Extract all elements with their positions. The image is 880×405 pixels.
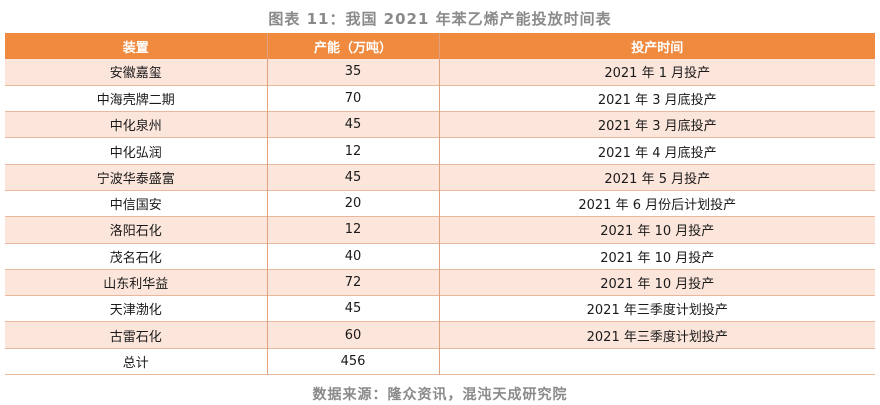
cell-device: 中化泉州 xyxy=(5,111,268,138)
table-row: 安徽嘉玺 35 2021 年 1 月投产 xyxy=(5,59,875,86)
table-row: 天津渤化 45 2021 年三季度计划投产 xyxy=(5,295,875,322)
header-row: 装置 产能（万吨） 投产时间 xyxy=(5,33,875,59)
table-row: 中信国安 20 2021 年 6 月份后计划投产 xyxy=(5,190,875,217)
cell-time: 2021 年 6 月份后计划投产 xyxy=(439,190,875,217)
cell-device: 中化弘润 xyxy=(5,137,268,165)
cell-time: 2021 年 10 月投产 xyxy=(439,216,875,244)
cell-device: 中海壳牌二期 xyxy=(5,85,268,112)
table-title: 图表 11：我国 2021 年苯乙烯产能投放时间表 xyxy=(268,10,612,28)
cell-device: 山东利华益 xyxy=(5,269,268,296)
table-row: 中化泉州 45 2021 年 3 月底投产 xyxy=(5,111,875,138)
cell-capacity: 45 xyxy=(267,164,440,191)
total-capacity: 456 xyxy=(267,348,440,375)
cell-capacity: 20 xyxy=(267,190,440,217)
cell-device: 宁波华泰盛富 xyxy=(5,164,268,191)
table-row: 古雷石化 60 2021 年三季度计划投产 xyxy=(5,321,875,349)
total-row: 总计 456 xyxy=(5,348,875,375)
cell-device: 洛阳石化 xyxy=(5,216,268,244)
cell-device: 天津渤化 xyxy=(5,295,268,322)
cell-capacity: 12 xyxy=(267,216,440,244)
cell-capacity: 12 xyxy=(267,137,440,165)
cell-capacity: 35 xyxy=(267,59,440,86)
cell-time: 2021 年 5 月投产 xyxy=(439,164,875,191)
table-row: 茂名石化 40 2021 年 10 月投产 xyxy=(5,243,875,270)
cell-device: 安徽嘉玺 xyxy=(5,59,268,86)
cell-time: 2021 年 10 月投产 xyxy=(439,243,875,270)
table-row: 山东利华益 72 2021 年 10 月投产 xyxy=(5,269,875,296)
header-capacity: 产能（万吨） xyxy=(267,33,440,59)
cell-capacity: 45 xyxy=(267,111,440,138)
cell-device: 中信国安 xyxy=(5,190,268,217)
cell-device: 茂名石化 xyxy=(5,243,268,270)
cell-time: 2021 年 3 月底投产 xyxy=(439,85,875,112)
total-label: 总计 xyxy=(5,348,268,375)
cell-capacity: 45 xyxy=(267,295,440,322)
cell-capacity: 70 xyxy=(267,85,440,112)
cell-time: 2021 年 1 月投产 xyxy=(439,59,875,86)
cell-capacity: 72 xyxy=(267,269,440,296)
table-row: 中化弘润 12 2021 年 4 月底投产 xyxy=(5,137,875,165)
table-row: 宁波华泰盛富 45 2021 年 5 月投产 xyxy=(5,164,875,191)
source-note: 数据来源：隆众资讯，混沌天成研究院 xyxy=(312,387,568,403)
cell-time: 2021 年三季度计划投产 xyxy=(439,321,875,349)
cell-capacity: 60 xyxy=(267,321,440,349)
table-row: 洛阳石化 12 2021 年 10 月投产 xyxy=(5,216,875,244)
header-device: 装置 xyxy=(5,33,268,59)
table-row: 中海壳牌二期 70 2021 年 3 月底投产 xyxy=(5,85,875,112)
header-time: 投产时间 xyxy=(439,33,875,59)
cell-device: 古雷石化 xyxy=(5,321,268,349)
capacity-table: 装置 产能（万吨） 投产时间 安徽嘉玺 35 2021 年 1 月投产 中海壳牌二期… xyxy=(5,33,875,376)
cell-time: 2021 年三季度计划投产 xyxy=(439,295,875,322)
cell-time: 2021 年 10 月投产 xyxy=(439,269,875,296)
cell-time: 2021 年 4 月底投产 xyxy=(439,137,875,165)
cell-capacity: 40 xyxy=(267,243,440,270)
total-time xyxy=(439,348,875,375)
cell-time: 2021 年 3 月底投产 xyxy=(439,111,875,138)
